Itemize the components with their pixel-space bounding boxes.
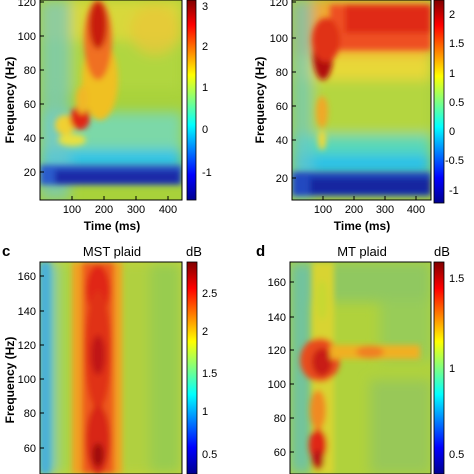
colorbar-unit-c: dB	[186, 244, 202, 259]
heatmap-c	[40, 262, 182, 474]
ytick-b-20: 20	[276, 173, 288, 185]
ytick-b-120: 120	[270, 0, 288, 9]
cbtick-c-2: 2	[202, 326, 208, 338]
ytick-c-120: 120	[18, 340, 36, 352]
ytick-b-80: 80	[276, 67, 288, 79]
ytick-d-140: 140	[268, 312, 286, 324]
xtick-b-400: 400	[407, 204, 425, 216]
x-axis-b: 100 200 300 400 Time (ms)	[314, 196, 425, 233]
cbtick-a-2: 2	[202, 41, 208, 53]
ytick-a-40: 40	[24, 133, 36, 145]
ytick-b-100: 100	[270, 33, 288, 45]
ytick-a-60: 60	[24, 99, 36, 111]
xtick-a-100: 100	[63, 204, 81, 216]
cbtick-c-2.5: 2.5	[202, 288, 217, 300]
colorbar-b: 2 1.5 1 0.5 0 -0.5 -1	[433, 0, 464, 204]
panel-a: 120 100 80 60 40 20 Frequency (Hz) 100 2…	[3, 0, 212, 233]
cbtick-d-0.5: 0.5	[449, 449, 464, 461]
cbtick-c-1.5: 1.5	[202, 368, 217, 380]
colorbar-unit-d: dB	[434, 244, 450, 259]
x-axis-a: 100 200 300 400 Time (ms)	[63, 196, 177, 233]
ytick-c-160: 160	[18, 271, 36, 283]
ytick-a-20: 20	[24, 167, 36, 179]
xtick-b-100: 100	[314, 204, 332, 216]
ytick-d-120: 120	[268, 345, 286, 357]
ytick-a-120: 120	[18, 0, 36, 9]
ytick-d-60: 60	[274, 447, 286, 459]
y-axis-d: 160 140 120 100 80 60	[268, 277, 294, 459]
ytick-a-80: 80	[24, 65, 36, 77]
heatmap-d	[290, 262, 431, 474]
cbtick-a-3: 3	[202, 1, 208, 13]
ytick-b-40: 40	[276, 135, 288, 147]
panel-d: d MT plaid 160	[256, 243, 464, 474]
cbtick-a-1: 1	[202, 82, 208, 94]
ylabel-c: Frequency (Hz)	[3, 337, 17, 424]
heatmap-a	[40, 0, 182, 200]
panel-b: 120 100 80 60 40 20 Frequency (Hz) 100 2…	[253, 0, 464, 233]
panel-label-c: c	[2, 243, 10, 260]
panel-label-d: d	[256, 243, 265, 260]
xtick-b-300: 300	[376, 204, 394, 216]
cbtick-d-1: 1	[449, 363, 455, 375]
xtick-b-200: 200	[345, 204, 363, 216]
cbtick-b-1: 1	[449, 68, 455, 80]
heatmap-b	[292, 0, 431, 200]
cbtick-b-m0.5: -0.5	[445, 155, 464, 167]
cbtick-b-0: 0	[449, 126, 455, 138]
ytick-c-60: 60	[24, 443, 36, 455]
title-d: MT plaid	[337, 244, 387, 259]
cbtick-c-0.5: 0.5	[202, 449, 217, 461]
xtick-a-200: 200	[95, 204, 113, 216]
ytick-d-80: 80	[274, 413, 286, 425]
cbtick-b-1.5: 1.5	[449, 38, 464, 50]
ytick-c-80: 80	[24, 408, 36, 420]
xlabel-b: Time (ms)	[334, 219, 390, 233]
ytick-d-100: 100	[268, 379, 286, 391]
y-axis-c: 160 140 120 100 80 60 Frequency (Hz)	[3, 271, 44, 455]
ylabel-a: Frequency (Hz)	[3, 57, 17, 144]
cbtick-d-1.5: 1.5	[449, 273, 464, 285]
xtick-a-300: 300	[127, 204, 145, 216]
cbtick-b-0.5: 0.5	[449, 97, 464, 109]
ylabel-b: Frequency (Hz)	[253, 57, 267, 144]
ytick-c-100: 100	[18, 374, 36, 386]
y-axis-b: 120 100 80 60 40 20 Frequency (Hz)	[253, 0, 296, 185]
ytick-b-60: 60	[276, 101, 288, 113]
cbtick-b-2: 2	[449, 9, 455, 21]
cbtick-b-m1: -1	[449, 185, 459, 197]
colorbar-a: 3 2 1 0 -1	[186, 0, 212, 201]
title-c: MST plaid	[83, 244, 141, 259]
colorbar-c: dB 2.5 2 1.5 1 0.5	[186, 244, 217, 474]
ytick-d-160: 160	[268, 277, 286, 289]
y-axis-a: 120 100 80 60 40 20 Frequency (Hz)	[3, 0, 44, 179]
cbtick-a-m1: -1	[202, 167, 212, 179]
xlabel-a: Time (ms)	[84, 219, 140, 233]
ytick-a-100: 100	[18, 31, 36, 43]
cbtick-c-1: 1	[202, 406, 208, 418]
cbtick-a-0: 0	[202, 124, 208, 136]
panel-c: c MST plaid 160 140	[2, 243, 217, 474]
ytick-c-140: 140	[18, 306, 36, 318]
colorbar-d: dB 1.5 1 0.5	[433, 244, 464, 474]
xtick-a-400: 400	[159, 204, 177, 216]
